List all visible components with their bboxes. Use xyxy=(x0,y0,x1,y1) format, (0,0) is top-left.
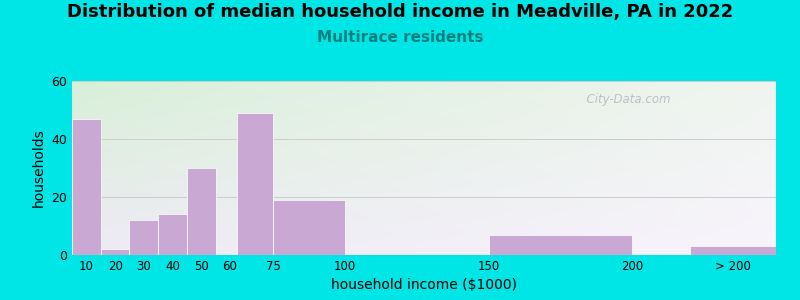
Bar xyxy=(238,113,273,255)
Text: Multirace residents: Multirace residents xyxy=(317,30,483,45)
Text: City-Data.com: City-Data.com xyxy=(579,93,670,106)
Bar xyxy=(72,119,101,255)
Bar xyxy=(187,168,216,255)
Bar xyxy=(158,214,187,255)
X-axis label: household income ($1000): household income ($1000) xyxy=(331,278,517,292)
Text: Distribution of median household income in Meadville, PA in 2022: Distribution of median household income … xyxy=(67,3,733,21)
Bar xyxy=(101,249,130,255)
Bar xyxy=(130,220,158,255)
Bar xyxy=(690,246,776,255)
Bar xyxy=(273,200,345,255)
Bar xyxy=(489,235,632,255)
Y-axis label: households: households xyxy=(32,129,46,207)
